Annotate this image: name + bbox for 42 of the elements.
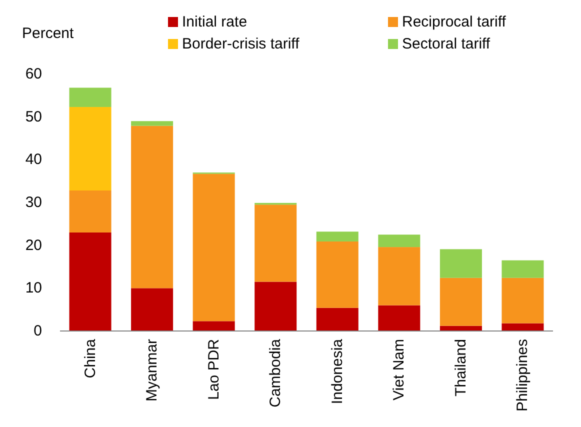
x-tick-label: Indonesia [328,338,346,404]
bar [502,323,544,331]
y-axis-title: Percent [22,25,75,42]
legend-label: Initial rate [182,14,248,30]
y-tick-label: 0 [34,322,42,340]
y-tick-label: 40 [25,151,42,168]
x-tick-label: Viet Nam [390,339,408,400]
bar [69,106,112,191]
bar [131,288,174,331]
bar [316,308,358,331]
bar [192,174,235,322]
bar [192,321,235,331]
bar [502,278,544,324]
bar [316,241,358,308]
legend-label: Border-crisis tariff [182,36,300,52]
x-tick-label: China [82,338,99,378]
bar [378,305,420,331]
bar [378,247,420,306]
x-tick-label: Cambodia [267,338,284,408]
bar [69,88,112,107]
bar [69,190,112,232]
y-tick-label: 60 [25,66,42,82]
y-tick-label: 10 [25,280,42,297]
legend-label: Reciprocal tariff [402,14,507,30]
legend-label: Sectoral tariff [402,36,491,52]
bar [378,234,420,248]
bar [254,204,297,282]
bar [440,249,482,278]
bar [69,232,112,331]
bar [316,232,358,242]
y-tick-label: 30 [25,194,42,211]
x-tick-label: Thailand [452,339,470,397]
bar [254,282,297,331]
bar [131,126,174,288]
x-tick-label: Philippines [514,339,532,412]
bar [440,278,482,326]
y-tick-label: 20 [25,236,42,254]
bar [131,121,174,126]
x-tick-label: Lao PDR [205,338,222,400]
y-tick-label: 50 [25,108,42,126]
bar [502,260,544,278]
x-tick-label: Myanmar [144,339,161,402]
